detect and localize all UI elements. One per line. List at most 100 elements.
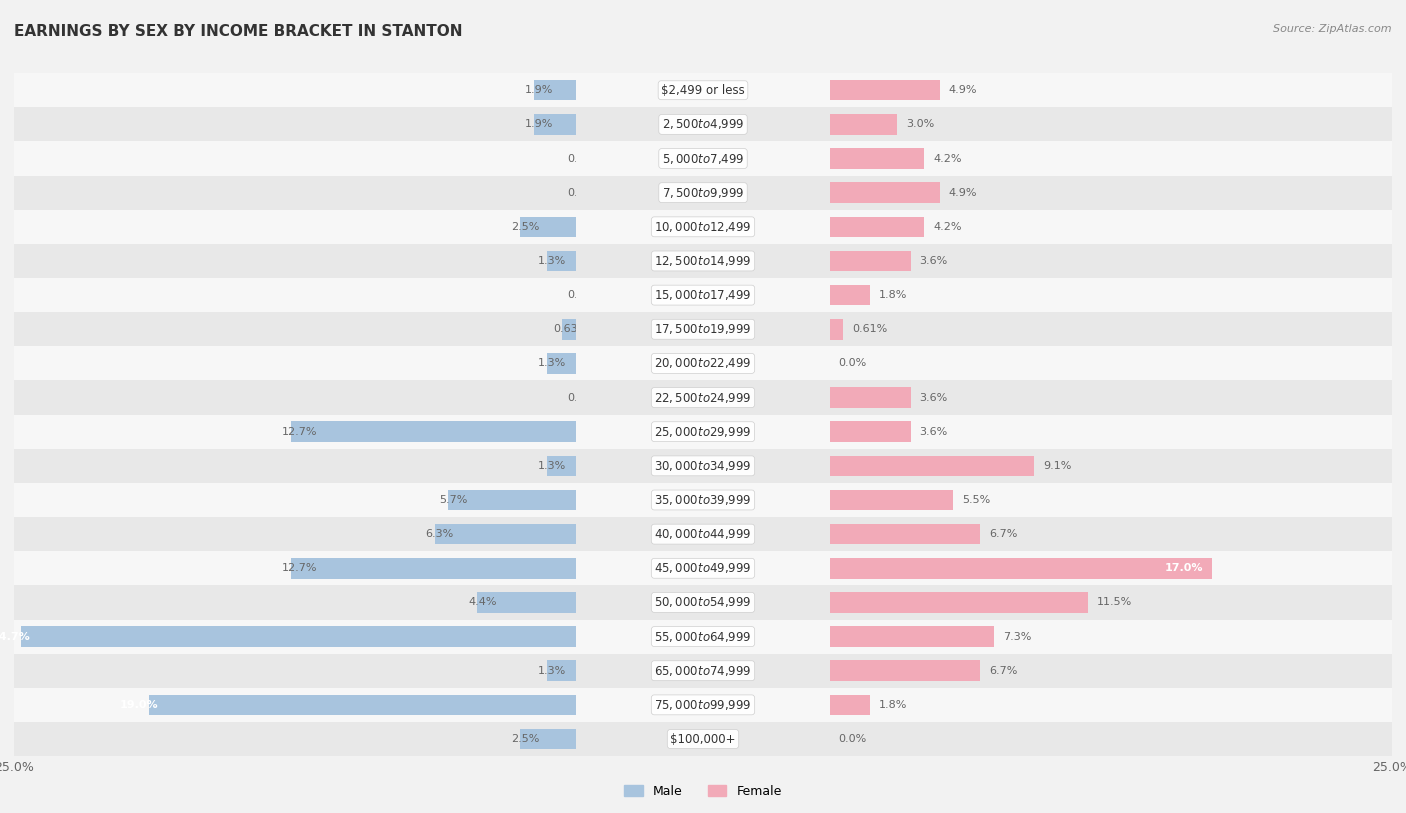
Bar bbox=[830, 524, 980, 545]
Bar bbox=[14, 415, 576, 449]
Bar bbox=[830, 387, 911, 408]
Bar bbox=[830, 73, 1392, 107]
Text: $55,000 to $64,999: $55,000 to $64,999 bbox=[654, 629, 752, 644]
Bar bbox=[449, 489, 576, 511]
Text: $7,500 to $9,999: $7,500 to $9,999 bbox=[662, 185, 744, 200]
Bar bbox=[478, 592, 576, 613]
Text: 1.3%: 1.3% bbox=[538, 359, 567, 368]
Text: EARNINGS BY SEX BY INCOME BRACKET IN STANTON: EARNINGS BY SEX BY INCOME BRACKET IN STA… bbox=[14, 24, 463, 39]
Bar bbox=[830, 244, 1392, 278]
Text: 0.0%: 0.0% bbox=[568, 393, 596, 402]
Text: $15,000 to $17,499: $15,000 to $17,499 bbox=[654, 288, 752, 302]
Bar bbox=[830, 114, 897, 135]
Bar bbox=[14, 517, 576, 551]
Text: 7.3%: 7.3% bbox=[1002, 632, 1031, 641]
Text: $100,000+: $100,000+ bbox=[671, 733, 735, 746]
Text: 0.63%: 0.63% bbox=[554, 324, 589, 334]
Text: 0.0%: 0.0% bbox=[568, 154, 596, 163]
Text: $20,000 to $22,499: $20,000 to $22,499 bbox=[654, 356, 752, 371]
Bar bbox=[547, 455, 576, 476]
Legend: Male, Female: Male, Female bbox=[619, 780, 787, 802]
Text: 0.0%: 0.0% bbox=[568, 290, 596, 300]
Text: 6.7%: 6.7% bbox=[990, 529, 1018, 539]
Bar bbox=[830, 489, 953, 511]
Text: 4.9%: 4.9% bbox=[949, 188, 977, 198]
Text: $40,000 to $44,999: $40,000 to $44,999 bbox=[654, 527, 752, 541]
Text: 12.7%: 12.7% bbox=[281, 563, 318, 573]
Text: 1.3%: 1.3% bbox=[538, 666, 567, 676]
Bar bbox=[14, 585, 576, 620]
Text: Source: ZipAtlas.com: Source: ZipAtlas.com bbox=[1274, 24, 1392, 34]
Bar bbox=[576, 141, 830, 176]
Bar bbox=[534, 80, 576, 101]
Text: $50,000 to $54,999: $50,000 to $54,999 bbox=[654, 595, 752, 610]
Bar bbox=[14, 483, 576, 517]
Text: 4.2%: 4.2% bbox=[934, 154, 962, 163]
Bar bbox=[576, 244, 830, 278]
Text: $5,000 to $7,499: $5,000 to $7,499 bbox=[662, 151, 744, 166]
Text: $17,500 to $19,999: $17,500 to $19,999 bbox=[654, 322, 752, 337]
Bar bbox=[14, 620, 576, 654]
Bar bbox=[830, 250, 911, 272]
Bar bbox=[830, 722, 1392, 756]
Bar bbox=[830, 551, 1392, 585]
Text: $2,500 to $4,999: $2,500 to $4,999 bbox=[662, 117, 744, 132]
Bar bbox=[14, 654, 576, 688]
Bar bbox=[830, 312, 1392, 346]
Bar bbox=[830, 660, 980, 681]
Bar bbox=[830, 449, 1392, 483]
Bar bbox=[14, 210, 576, 244]
Text: 0.0%: 0.0% bbox=[838, 734, 866, 744]
Text: $25,000 to $29,999: $25,000 to $29,999 bbox=[654, 424, 752, 439]
Text: $35,000 to $39,999: $35,000 to $39,999 bbox=[654, 493, 752, 507]
Bar bbox=[830, 517, 1392, 551]
Bar bbox=[830, 654, 1392, 688]
Text: 1.3%: 1.3% bbox=[538, 256, 567, 266]
Bar bbox=[576, 176, 830, 210]
Bar bbox=[576, 312, 830, 346]
Bar bbox=[576, 73, 830, 107]
Bar bbox=[830, 210, 1392, 244]
Bar bbox=[520, 216, 576, 237]
Bar bbox=[576, 585, 830, 620]
Text: $65,000 to $74,999: $65,000 to $74,999 bbox=[654, 663, 752, 678]
Bar bbox=[830, 688, 1392, 722]
Bar bbox=[547, 353, 576, 374]
Text: $45,000 to $49,999: $45,000 to $49,999 bbox=[654, 561, 752, 576]
Bar bbox=[576, 551, 830, 585]
Text: 2.5%: 2.5% bbox=[512, 734, 540, 744]
Bar bbox=[14, 73, 576, 107]
Bar bbox=[830, 80, 939, 101]
Bar bbox=[830, 148, 924, 169]
Text: 11.5%: 11.5% bbox=[1097, 598, 1132, 607]
Bar bbox=[830, 141, 1392, 176]
Text: 1.8%: 1.8% bbox=[879, 700, 907, 710]
Bar bbox=[576, 517, 830, 551]
Bar bbox=[576, 654, 830, 688]
Bar bbox=[576, 722, 830, 756]
Bar bbox=[14, 312, 576, 346]
Text: $10,000 to $12,499: $10,000 to $12,499 bbox=[654, 220, 752, 234]
Text: 4.2%: 4.2% bbox=[934, 222, 962, 232]
Bar bbox=[14, 380, 576, 415]
Bar bbox=[14, 449, 576, 483]
Bar bbox=[534, 114, 576, 135]
Bar bbox=[21, 626, 576, 647]
Bar bbox=[576, 620, 830, 654]
Text: 9.1%: 9.1% bbox=[1043, 461, 1071, 471]
Bar bbox=[576, 346, 830, 380]
Text: $75,000 to $99,999: $75,000 to $99,999 bbox=[654, 698, 752, 712]
Text: 5.7%: 5.7% bbox=[439, 495, 468, 505]
Bar bbox=[830, 592, 1088, 613]
Bar bbox=[14, 346, 576, 380]
Bar bbox=[830, 421, 911, 442]
Text: 4.4%: 4.4% bbox=[468, 598, 496, 607]
Bar bbox=[830, 415, 1392, 449]
Bar bbox=[830, 216, 924, 237]
Bar bbox=[576, 380, 830, 415]
Text: 5.5%: 5.5% bbox=[962, 495, 990, 505]
Text: 17.0%: 17.0% bbox=[1164, 563, 1204, 573]
Bar bbox=[520, 728, 576, 750]
Bar bbox=[14, 176, 576, 210]
Bar bbox=[830, 455, 1035, 476]
